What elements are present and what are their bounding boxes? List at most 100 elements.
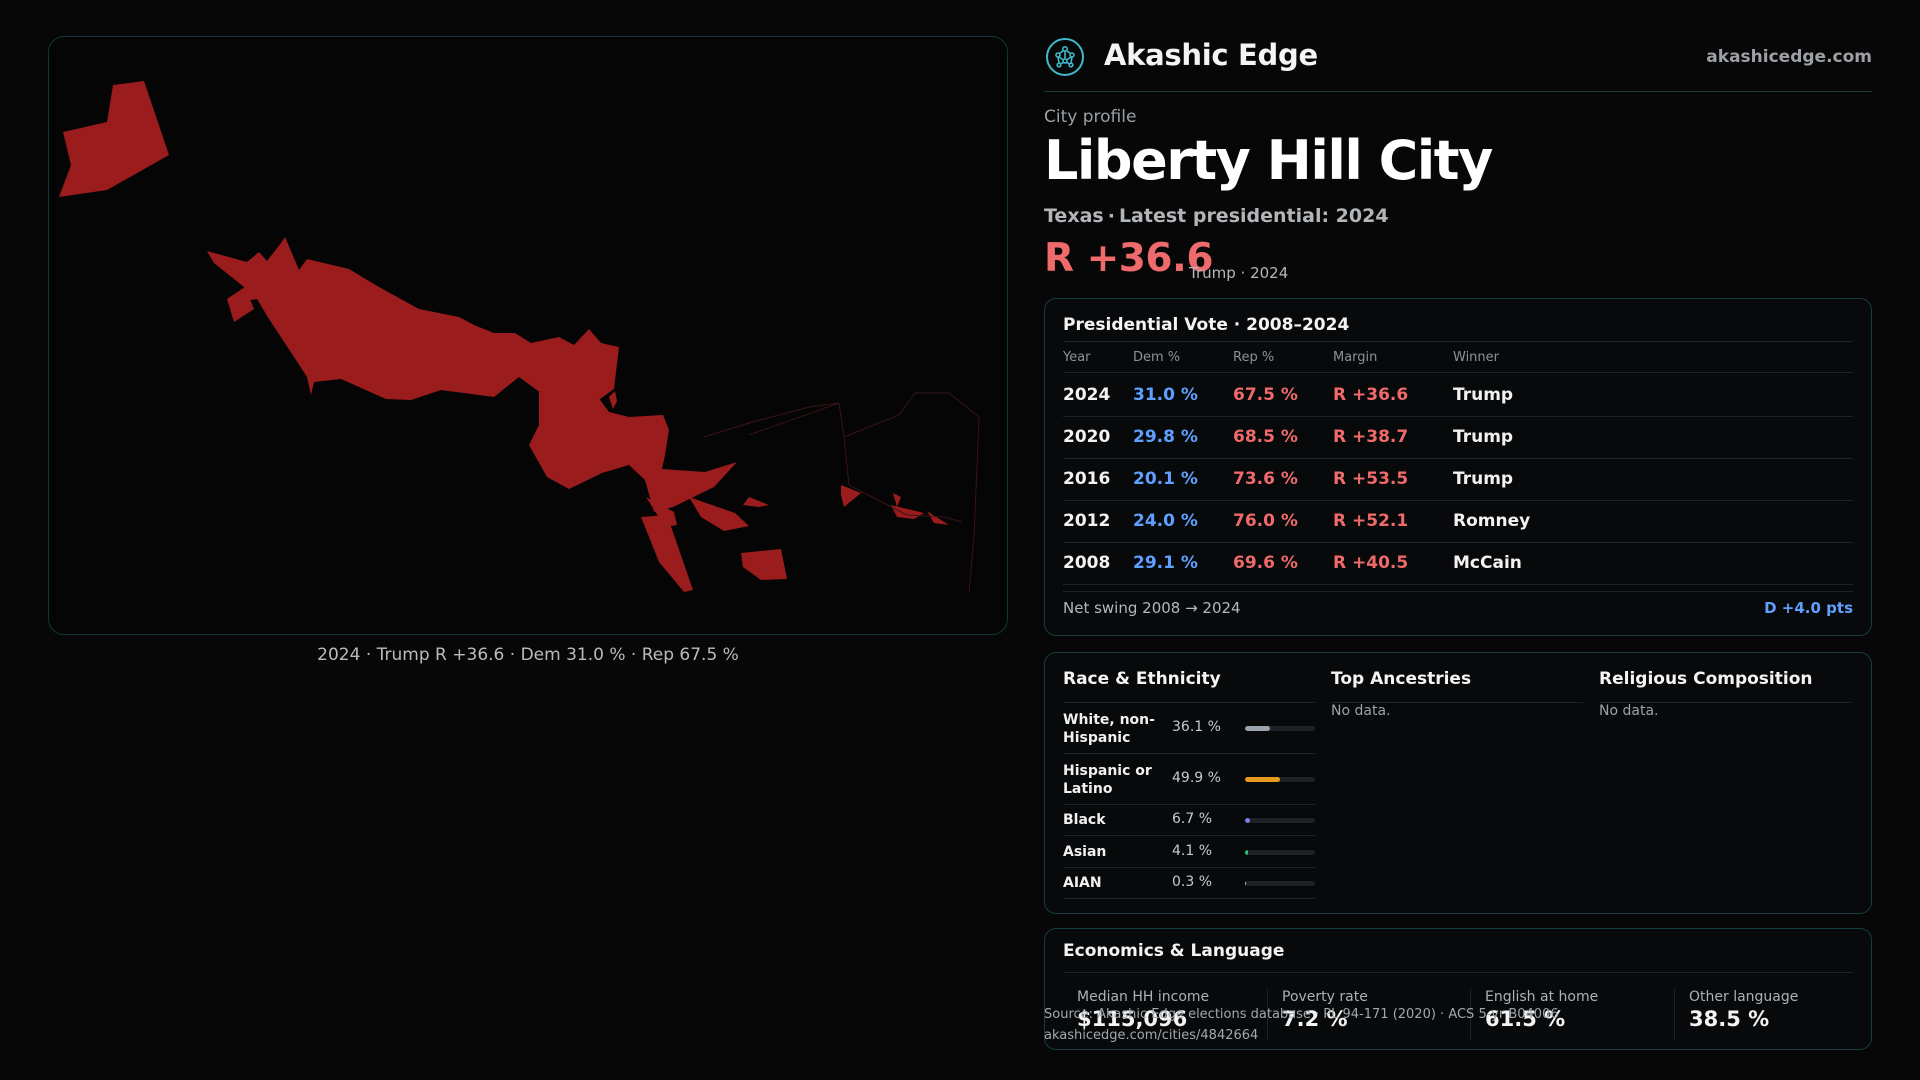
row-dem: 24.0 %: [1133, 511, 1198, 531]
row-winner: Trump: [1453, 385, 1514, 405]
demographics-card: Race & Ethnicity White, non-Hispanic 36.…: [1044, 652, 1872, 914]
race-bar-fill: [1245, 850, 1248, 855]
col-dem: Dem %: [1133, 350, 1181, 365]
stat-value: 7.2 %: [1282, 1007, 1348, 1031]
race-bar-fill: [1245, 726, 1271, 731]
row-margin: R +52.1: [1333, 511, 1409, 531]
brand-header: Akashic Edge akashicedge.com: [1044, 36, 1872, 92]
stat-value: 38.5 %: [1689, 1007, 1770, 1031]
row-year: 2020: [1063, 427, 1111, 447]
row-rep: 68.5 %: [1233, 427, 1298, 447]
vote-table-header: Year Dem % Rep % Margin Winner: [1063, 341, 1853, 373]
row-margin: R +36.6: [1333, 385, 1409, 405]
outline-lines: [703, 392, 980, 593]
race-label: Black: [1063, 812, 1106, 828]
separator-dot: ·: [1107, 205, 1115, 227]
page-subtitle: Texas · Latest presidential: 2024: [1044, 205, 1389, 227]
profile-column: Akashic Edge akashicedge.com City profil…: [1044, 0, 1872, 1080]
religion-empty: No data.: [1599, 703, 1659, 719]
page-kicker: City profile: [1044, 107, 1137, 127]
table-row: 2016 20.1 % 73.6 % R +53.5 Trump: [1063, 459, 1853, 501]
ancestries-section: Top Ancestries No data.: [1331, 653, 1583, 915]
brand-url[interactable]: akashicedge.com: [1706, 47, 1872, 67]
row-year: 2012: [1063, 511, 1111, 531]
stat-value: $115,096: [1077, 1007, 1188, 1031]
race-section-title: Race & Ethnicity: [1063, 669, 1315, 703]
col-rep: Rep %: [1233, 350, 1275, 365]
race-label: White, non-Hispanic: [1063, 712, 1155, 746]
race-value: 36.1 %: [1172, 719, 1221, 735]
source-footnote: Source: Akashic Edge elections database …: [1044, 1004, 1559, 1046]
page-title: Liberty Hill City: [1044, 129, 1493, 192]
row-year: 2008: [1063, 553, 1111, 573]
race-label: AIAN: [1063, 875, 1102, 891]
stat-value: 61.5 %: [1485, 1007, 1566, 1031]
race-value: 49.9 %: [1172, 770, 1221, 786]
row-margin: R +53.5: [1333, 469, 1409, 489]
race-label: Asian: [1063, 844, 1107, 860]
vote-card-title: Presidential Vote · 2008–2024: [1063, 315, 1350, 335]
ancestries-title: Top Ancestries: [1331, 669, 1583, 703]
presidential-vote-card: Presidential Vote · 2008–2024 Year Dem %…: [1044, 298, 1872, 636]
latest-margin-note: Trump · 2024: [1189, 264, 1289, 282]
city-precinct-shapes: [59, 81, 949, 592]
list-item: Asian 4.1 %: [1063, 836, 1315, 868]
list-item: Hispanic or Latino 49.9 %: [1063, 754, 1315, 805]
table-row: 2012 24.0 % 76.0 % R +52.1 Romney: [1063, 501, 1853, 543]
table-row: 2020 29.8 % 68.5 % R +38.7 Trump: [1063, 417, 1853, 459]
economics-title: Economics & Language: [1063, 941, 1853, 973]
row-dem: 29.1 %: [1133, 553, 1198, 573]
stat-label: Other language: [1689, 989, 1799, 1005]
row-year: 2024: [1063, 385, 1111, 405]
race-bar: [1245, 818, 1315, 823]
stat-label: English at home: [1485, 989, 1599, 1005]
race-bar: [1245, 850, 1315, 855]
race-bar: [1245, 777, 1315, 782]
ancestries-empty: No data.: [1331, 703, 1391, 719]
row-year: 2016: [1063, 469, 1111, 489]
religion-title: Religious Composition: [1599, 669, 1851, 703]
row-winner: Romney: [1453, 511, 1531, 531]
race-value: 4.1 %: [1172, 843, 1213, 859]
latest-margin: R +36.6: [1044, 236, 1214, 281]
source-link[interactable]: akashicedge.com/cities/4842664: [1044, 1028, 1259, 1043]
col-winner: Winner: [1453, 350, 1500, 365]
stat-label: Median HH income: [1077, 989, 1210, 1005]
row-winner: McCain: [1453, 553, 1522, 573]
stat-median-income: Median HH income $115,096: [1045, 989, 1263, 1041]
row-winner: Trump: [1453, 469, 1514, 489]
table-row: 2008 29.1 % 69.6 % R +40.5 McCain: [1063, 543, 1853, 585]
race-label: Hispanic or Latino: [1063, 763, 1152, 797]
row-margin: R +40.5: [1333, 553, 1409, 573]
row-rep: 76.0 %: [1233, 511, 1298, 531]
row-dem: 29.8 %: [1133, 427, 1198, 447]
row-dem: 20.1 %: [1133, 469, 1198, 489]
economics-card: Economics & Language Median HH income $1…: [1044, 928, 1872, 1050]
race-bar-fill: [1245, 777, 1280, 782]
race-value: 0.3 %: [1172, 874, 1213, 890]
row-rep: 69.6 %: [1233, 553, 1298, 573]
table-row: 2024 31.0 % 67.5 % R +36.6 Trump: [1063, 375, 1853, 417]
map-caption: 2024 · Trump R +36.6 · Dem 31.0 % · Rep …: [317, 645, 739, 665]
col-margin: Margin: [1333, 350, 1378, 365]
brand-name[interactable]: Akashic Edge: [1104, 38, 1318, 72]
city-map[interactable]: [48, 36, 1008, 635]
stat-label: Poverty rate: [1282, 989, 1368, 1005]
col-year: Year: [1063, 350, 1091, 365]
race-bar-fill: [1245, 818, 1250, 823]
row-dem: 31.0 %: [1133, 385, 1198, 405]
race-ethnicity-section: Race & Ethnicity White, non-Hispanic 36.…: [1063, 653, 1315, 915]
race-value: 6.7 %: [1172, 811, 1213, 827]
latest-election: Latest presidential: 2024: [1118, 205, 1389, 227]
list-item: White, non-Hispanic 36.1 %: [1063, 703, 1315, 754]
stat-other-language: Other language 38.5 %: [1674, 989, 1864, 1041]
list-item: Black 6.7 %: [1063, 805, 1315, 836]
stat-poverty-rate: Poverty rate 7.2 %: [1267, 989, 1467, 1041]
source-line: Source: Akashic Edge elections database …: [1044, 1007, 1559, 1022]
row-rep: 73.6 %: [1233, 469, 1298, 489]
tree-of-life-icon[interactable]: [1046, 38, 1084, 76]
net-swing-label: Net swing 2008 → 2024: [1063, 599, 1241, 617]
city-boundary-map: [59, 81, 980, 593]
state-name: Texas: [1044, 205, 1104, 227]
list-item: AIAN 0.3 %: [1063, 868, 1315, 899]
